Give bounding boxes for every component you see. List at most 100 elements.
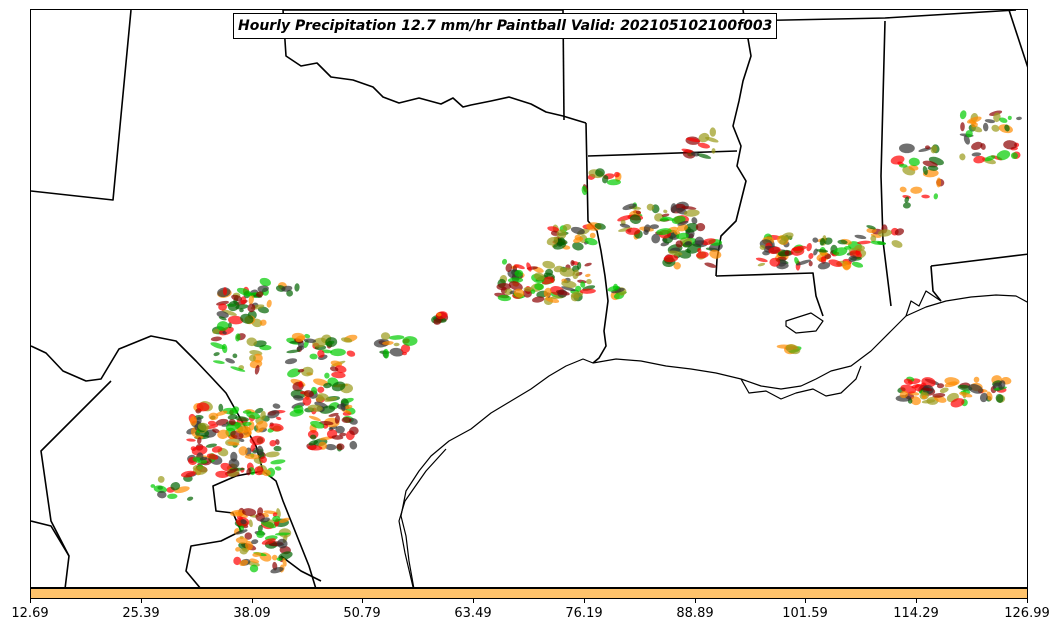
paintball-blob (349, 440, 358, 450)
paintball-blob (547, 226, 560, 232)
paintball-blob (150, 484, 156, 488)
paintball-blob (225, 421, 241, 431)
paintball-blob (711, 148, 716, 154)
paintball-blob (513, 288, 525, 298)
paintball-blob (256, 530, 265, 539)
paintball-blob (894, 228, 905, 236)
paintball-blob (908, 164, 919, 171)
colorbar-tick-label: 88.89 (676, 606, 714, 621)
paintball-blob (854, 244, 865, 251)
lake-pontchartrain (785, 312, 824, 334)
paintball-blob (971, 152, 982, 157)
paintball-blob (205, 443, 218, 448)
paintball-blob (676, 232, 689, 240)
paintball-blob (325, 337, 338, 348)
paintball-blob (557, 237, 566, 247)
paintball-blob (259, 319, 267, 326)
paintball-blob (251, 539, 259, 545)
paintball-blob (806, 242, 812, 252)
paintball-blob (341, 417, 352, 423)
paintball-blob (649, 224, 659, 230)
paintball-blob (389, 347, 404, 357)
paintball-blob (235, 416, 249, 422)
paintball-blob (349, 426, 359, 436)
state-border-red-river (282, 10, 587, 124)
paintball-blob (254, 407, 264, 414)
paintball-blob (230, 366, 246, 372)
paintball-blob (249, 558, 260, 564)
paintball-blob (265, 451, 280, 458)
paintball-blob (594, 223, 606, 230)
paintball-blob (973, 155, 986, 164)
paintball-layer (150, 110, 1022, 574)
colorbar-tick-label: 50.79 (343, 606, 381, 621)
paintball-blob (668, 250, 683, 256)
paintball-blob (580, 281, 586, 288)
mexico-border-west (31, 520, 70, 557)
paintball-blob (611, 287, 625, 294)
paintball-blob (231, 294, 243, 302)
paintball-blob (663, 209, 668, 214)
paintball-blob (239, 547, 248, 555)
paintball-blob (331, 371, 346, 379)
paintball-blob (249, 354, 256, 362)
paintball-blob (543, 287, 552, 298)
paintball-blob (236, 287, 252, 296)
paintball-blob (190, 446, 197, 452)
paintball-blob (330, 348, 346, 357)
paintball-blob (232, 353, 238, 359)
paintball-blob (651, 233, 661, 244)
paintball-blob (259, 277, 271, 287)
paintball-blob (207, 420, 217, 426)
paintball-blob (218, 316, 227, 321)
paintball-blob (235, 529, 248, 535)
paintball-blob (236, 426, 251, 434)
paintball-blob (704, 262, 717, 268)
paintball-blob (242, 508, 257, 517)
colorbar-tick-mark (1027, 599, 1028, 603)
paintball-blob (921, 194, 930, 199)
paintball-blob (235, 546, 241, 552)
paintball-blob (325, 443, 337, 451)
paintball-blob (986, 391, 993, 401)
paintball-blob (339, 432, 347, 437)
paintball-blob (1007, 115, 1012, 120)
paintball-blob (242, 421, 252, 426)
paintball-blob (254, 364, 260, 375)
paintball-blob (235, 333, 241, 342)
paintball-blob (286, 349, 301, 354)
paintball-blob (999, 117, 1008, 123)
colorbar-tick-mark (473, 599, 474, 603)
colorbar (30, 588, 1028, 599)
colorbar-tick-mark (362, 599, 363, 603)
paintball-blob (324, 372, 330, 379)
paintball-blob (286, 289, 294, 297)
paintball-blob (302, 396, 312, 406)
paintball-blob (656, 228, 672, 236)
paintball-blob (530, 289, 536, 294)
paintball-blob (505, 263, 513, 273)
paintball-blob (244, 453, 260, 460)
colorbar-tick-label: 12.69 (11, 606, 49, 621)
paintball-blob (816, 249, 829, 253)
paintball-blob (298, 381, 303, 388)
paintball-blob (808, 252, 814, 260)
colorbar-tick-label: 38.09 (233, 606, 271, 621)
paintball-blob (210, 336, 222, 342)
paintball-blob (514, 269, 524, 277)
paintball-blob (373, 338, 390, 348)
paintball-blob (965, 130, 973, 138)
paintball-blob (170, 482, 181, 491)
paintball-blob (996, 150, 1011, 161)
paintball-blob (304, 333, 311, 339)
paintball-blob (625, 227, 641, 235)
colorbar-tick-mark (30, 599, 31, 603)
paintball-blob (272, 515, 281, 522)
paintball-blob (984, 119, 996, 124)
paintball-blob (910, 396, 921, 406)
state-border-tn (736, 10, 1017, 22)
paintball-blob (546, 236, 559, 246)
paintball-blob (153, 485, 167, 494)
paintball-blob (677, 220, 689, 226)
paintball-blob (618, 227, 633, 232)
